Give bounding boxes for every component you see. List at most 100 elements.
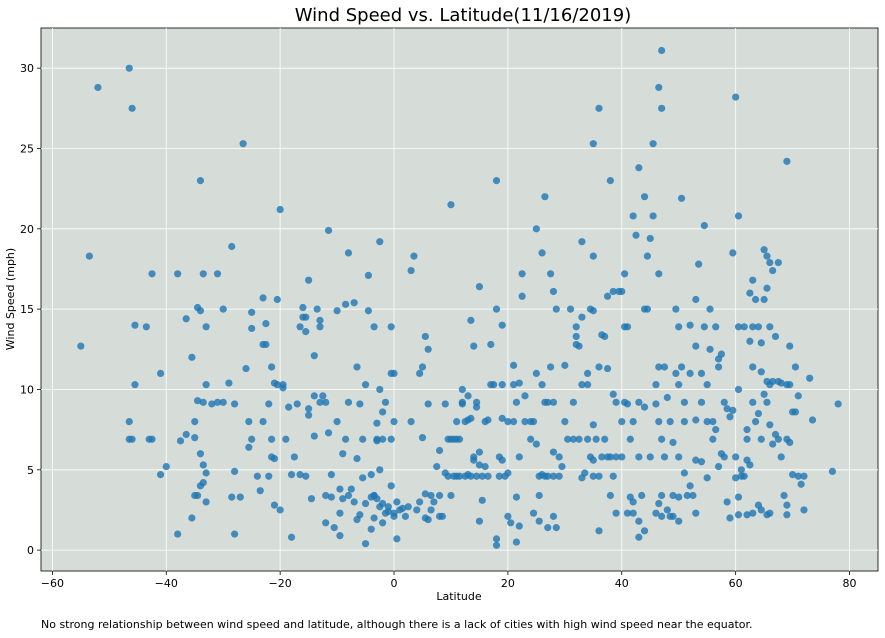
data-point bbox=[196, 177, 205, 185]
data-point bbox=[658, 491, 666, 500]
data-point bbox=[230, 467, 239, 475]
data-point bbox=[381, 398, 390, 406]
data-point bbox=[327, 493, 335, 501]
data-point bbox=[547, 363, 555, 371]
data-point bbox=[509, 417, 518, 426]
data-point bbox=[646, 453, 654, 461]
data-point bbox=[433, 462, 441, 471]
data-point bbox=[549, 512, 558, 520]
data-point bbox=[629, 212, 637, 220]
data-point bbox=[296, 323, 304, 331]
data-point bbox=[199, 461, 207, 469]
data-point bbox=[302, 328, 310, 336]
data-point bbox=[202, 469, 210, 477]
data-point bbox=[421, 490, 429, 498]
data-point bbox=[270, 501, 279, 509]
data-point bbox=[692, 295, 700, 304]
data-point bbox=[495, 472, 503, 480]
data-point bbox=[547, 270, 555, 278]
data-point bbox=[253, 472, 261, 480]
data-point bbox=[219, 398, 227, 406]
data-point bbox=[618, 287, 626, 296]
data-point bbox=[635, 517, 643, 525]
data-point bbox=[413, 506, 421, 514]
data-point bbox=[236, 493, 244, 501]
data-point bbox=[393, 498, 401, 506]
data-point bbox=[316, 398, 324, 406]
x-tick-label: 20 bbox=[501, 577, 515, 590]
data-point bbox=[729, 249, 737, 257]
data-point bbox=[507, 519, 515, 527]
x-tick-label: −60 bbox=[41, 577, 64, 590]
data-point bbox=[763, 284, 771, 292]
data-point bbox=[387, 482, 395, 490]
data-point bbox=[387, 435, 395, 443]
data-point bbox=[749, 276, 757, 284]
data-point bbox=[584, 369, 592, 377]
data-point bbox=[410, 252, 418, 260]
data-point bbox=[131, 381, 139, 389]
data-point bbox=[561, 417, 569, 426]
x-tick-label: 0 bbox=[391, 577, 398, 590]
data-point bbox=[734, 511, 743, 519]
data-point bbox=[390, 369, 398, 377]
data-point bbox=[581, 469, 589, 477]
data-point bbox=[174, 530, 182, 538]
y-axis-ticks: 0 5 10 15 20 25 30 bbox=[20, 62, 41, 557]
data-point bbox=[663, 393, 671, 402]
y-tick-label: 10 bbox=[20, 383, 34, 396]
data-point bbox=[658, 512, 666, 520]
data-point bbox=[680, 417, 689, 426]
data-point bbox=[182, 430, 190, 439]
data-point bbox=[364, 271, 372, 280]
data-point bbox=[430, 498, 438, 506]
data-point bbox=[376, 385, 384, 394]
data-point bbox=[575, 342, 583, 350]
data-point bbox=[188, 353, 196, 361]
data-point bbox=[686, 482, 694, 490]
data-point bbox=[379, 519, 387, 527]
data-point bbox=[515, 453, 523, 461]
data-point bbox=[504, 469, 512, 477]
data-point bbox=[828, 467, 837, 475]
data-point bbox=[791, 408, 800, 416]
data-point bbox=[703, 417, 711, 426]
data-point bbox=[313, 305, 321, 313]
data-point bbox=[350, 498, 358, 506]
data-point bbox=[763, 252, 771, 260]
data-point bbox=[746, 461, 754, 469]
data-point bbox=[492, 177, 501, 185]
data-point bbox=[834, 400, 842, 408]
data-point bbox=[555, 472, 563, 480]
data-point bbox=[427, 491, 435, 500]
data-point bbox=[94, 83, 102, 92]
data-point bbox=[376, 466, 384, 474]
data-point bbox=[723, 405, 731, 413]
data-point bbox=[595, 527, 603, 535]
data-point bbox=[142, 323, 150, 331]
data-point bbox=[270, 454, 279, 463]
data-point bbox=[248, 308, 256, 316]
data-point bbox=[512, 538, 521, 546]
data-point bbox=[660, 453, 669, 461]
data-point bbox=[384, 507, 392, 516]
data-point bbox=[786, 381, 794, 389]
data-point bbox=[771, 332, 780, 341]
data-point bbox=[612, 398, 620, 406]
data-point bbox=[370, 514, 378, 522]
data-point bbox=[424, 400, 432, 408]
data-point bbox=[527, 435, 535, 443]
data-point bbox=[484, 472, 492, 480]
data-point bbox=[262, 340, 270, 349]
data-point bbox=[498, 414, 506, 422]
data-point bbox=[749, 509, 757, 517]
data-point bbox=[521, 392, 529, 400]
data-point bbox=[455, 435, 464, 443]
data-point bbox=[714, 462, 723, 471]
data-point bbox=[467, 414, 475, 422]
data-point bbox=[393, 535, 401, 543]
x-tick-label: −20 bbox=[269, 577, 292, 590]
y-axis-label: Wind Speed (mph) bbox=[4, 248, 17, 350]
y-tick-label: 5 bbox=[27, 464, 34, 477]
data-point bbox=[435, 446, 444, 455]
